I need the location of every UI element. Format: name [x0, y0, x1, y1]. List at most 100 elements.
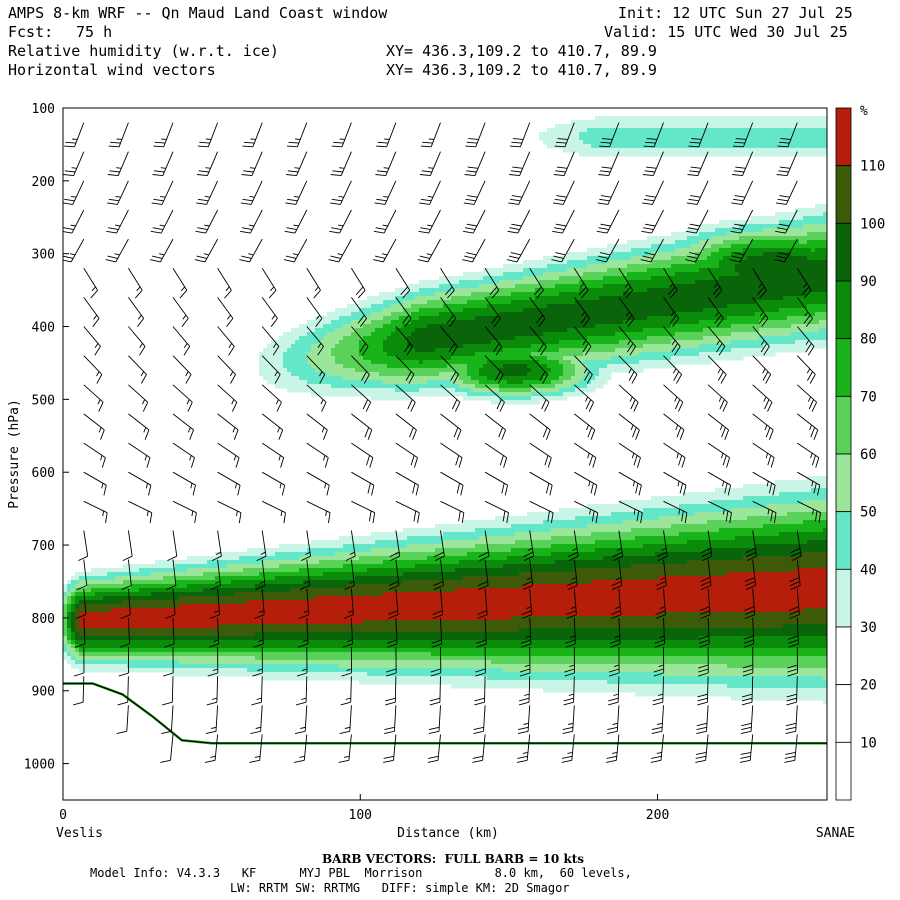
wind-barb	[788, 588, 800, 619]
colorbar-swatch	[835, 165, 852, 224]
wind-barb	[618, 268, 634, 299]
wind-barb	[195, 209, 219, 234]
wind-barb	[206, 676, 219, 706]
wind-barb	[609, 617, 621, 648]
wind-barb	[83, 442, 106, 468]
colorbar-swatch	[835, 338, 852, 397]
wind-barb	[376, 122, 397, 148]
wind-barb	[429, 676, 441, 706]
wind-barb	[509, 122, 531, 148]
wind-barb	[663, 384, 684, 412]
wind-barb	[695, 734, 709, 763]
wind-barb	[217, 413, 239, 440]
wind-barb	[306, 384, 327, 412]
wind-barb	[618, 500, 643, 524]
wind-barb	[789, 559, 801, 591]
wind-barb	[351, 413, 373, 440]
wind-barb	[331, 122, 352, 148]
y-tick-label: 400	[32, 321, 55, 336]
wind-barb	[440, 384, 461, 412]
wind-barb	[574, 413, 596, 440]
wind-barb	[796, 268, 812, 299]
y-tick-label: 200	[32, 175, 55, 190]
forecast-hours: 75 h	[76, 23, 113, 41]
wind-barb	[329, 209, 352, 234]
colorbar-swatch	[835, 453, 852, 513]
wind-barb	[83, 471, 107, 496]
wind-barb	[775, 209, 798, 234]
wind-barb	[618, 326, 636, 356]
wind-barb	[63, 209, 85, 234]
wind-barb	[567, 530, 579, 562]
wind-barb	[296, 646, 308, 677]
wind-barb	[207, 646, 219, 677]
wind-barb	[375, 151, 397, 177]
wind-barb	[641, 209, 664, 234]
wind-barb	[338, 734, 352, 763]
wind-barb	[351, 384, 372, 412]
wind-barb	[574, 471, 598, 496]
wind-barb	[752, 500, 777, 524]
wind-barb	[744, 588, 756, 619]
wind-barb	[741, 676, 754, 706]
wind-barb	[653, 646, 665, 677]
wind-barb	[419, 151, 441, 177]
y-tick-label: 800	[32, 612, 55, 627]
wind-barb	[797, 500, 822, 524]
wind-barb	[83, 384, 104, 412]
wind-barb	[261, 442, 285, 468]
wind-barb	[351, 326, 369, 356]
wind-barb	[573, 297, 590, 327]
y-axis-label: Pressure (hPa)	[7, 399, 22, 509]
wind-barb	[788, 617, 799, 648]
wind-barb	[707, 442, 731, 468]
wind-barb	[150, 209, 174, 234]
wind-barb	[395, 442, 418, 468]
wind-barb	[63, 151, 85, 177]
wind-barb	[707, 384, 728, 412]
wind-barb	[707, 355, 727, 384]
wind-barb	[752, 471, 776, 496]
wind-barb	[553, 151, 575, 177]
wind-barb	[217, 384, 238, 412]
wind-barb	[663, 297, 680, 327]
wind-barb	[567, 559, 578, 591]
wind-barb	[433, 559, 444, 591]
colorbar-level-label: 50	[860, 505, 877, 521]
wind-barb	[250, 705, 263, 735]
wind-barb	[484, 471, 509, 496]
wind-barb	[663, 326, 681, 356]
wind-barb	[707, 326, 726, 356]
wind-barb	[345, 530, 356, 562]
wind-barb	[83, 297, 100, 327]
chart-title: AMPS 8-km WRF -- Qn Maud Land Coast wind…	[8, 4, 388, 22]
wind-barb	[385, 676, 397, 706]
colorbar-swatch	[835, 568, 852, 628]
wind-barb	[478, 530, 490, 562]
wind-barb	[554, 122, 575, 148]
wind-barb	[618, 471, 642, 496]
wind-barb	[63, 180, 85, 205]
wind-barb	[529, 268, 544, 299]
wind-barb	[294, 705, 308, 735]
wind-barb	[752, 384, 773, 412]
wind-barb	[739, 734, 754, 763]
wind-barb	[440, 442, 463, 468]
colorbar-swatch	[835, 741, 852, 801]
wind-barb	[351, 297, 367, 327]
wind-barb	[83, 326, 101, 356]
wind-barb	[128, 442, 151, 468]
wind-barb	[342, 617, 353, 648]
wind-barb	[196, 151, 219, 177]
wind-barb	[484, 500, 509, 524]
wind-barb	[209, 588, 221, 619]
wind-barb	[172, 442, 195, 468]
wind-barb	[128, 384, 149, 412]
wind-barb	[574, 442, 597, 468]
wind-barb	[797, 442, 820, 468]
wind-barb	[330, 151, 352, 177]
wind-barb	[519, 646, 531, 677]
wind-barb	[77, 559, 88, 591]
wind-barb	[351, 268, 366, 299]
terrain-surface-line	[63, 682, 827, 744]
